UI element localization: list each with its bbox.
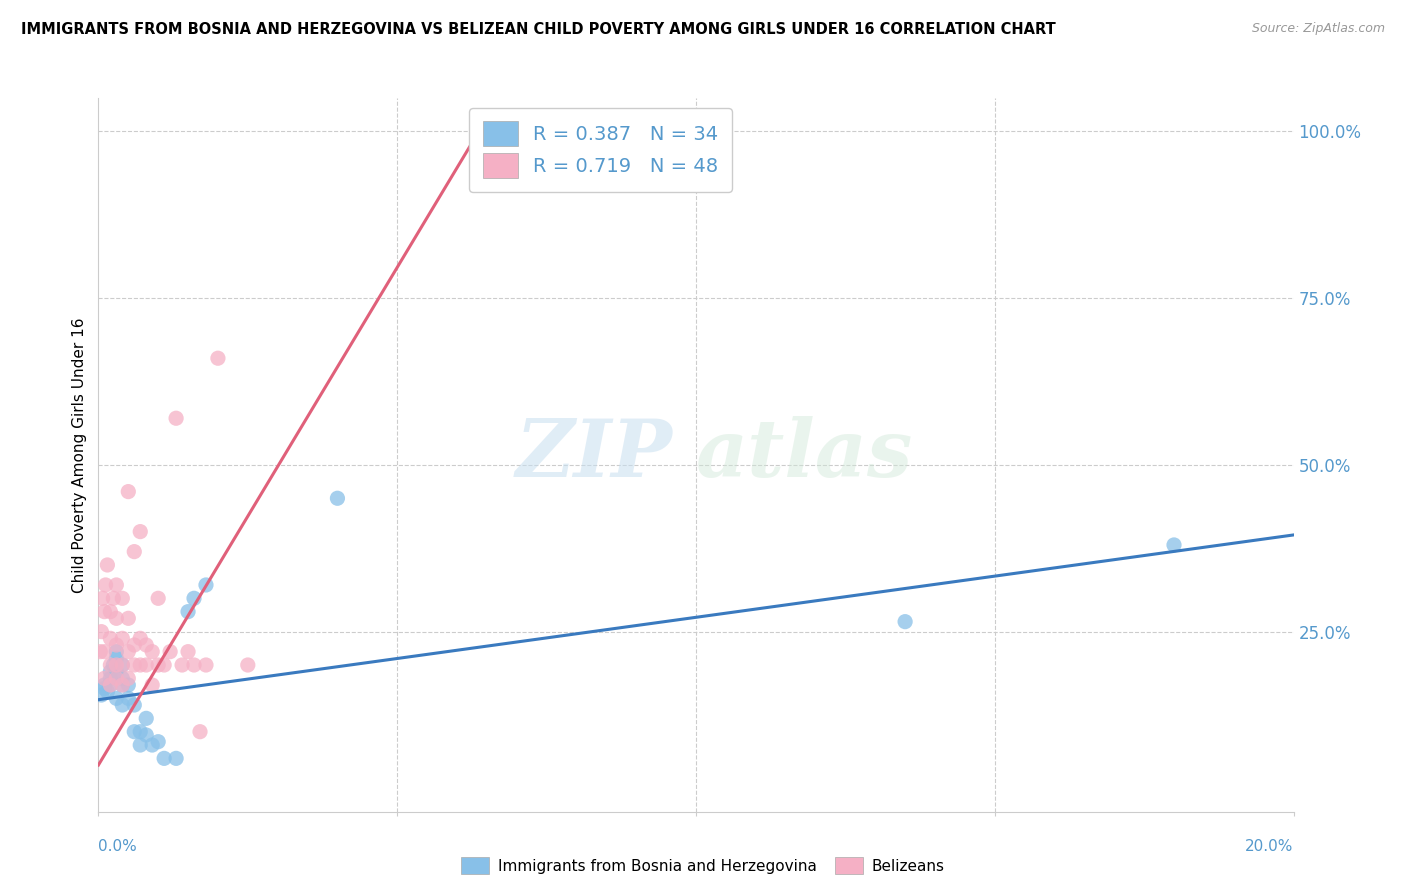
Point xyxy=(141,738,163,752)
Point xyxy=(188,724,211,739)
Point xyxy=(111,591,134,606)
Point xyxy=(135,638,157,652)
Point xyxy=(141,678,163,692)
Text: Source: ZipAtlas.com: Source: ZipAtlas.com xyxy=(1251,22,1385,36)
Point xyxy=(894,615,917,629)
Point xyxy=(100,671,122,685)
Point xyxy=(89,645,111,659)
Point xyxy=(103,658,125,673)
Point xyxy=(105,671,128,685)
Point xyxy=(111,678,134,692)
Point xyxy=(111,658,134,673)
Point xyxy=(153,658,176,673)
Point xyxy=(117,678,139,692)
Point xyxy=(159,645,181,659)
Text: 20.0%: 20.0% xyxy=(1246,839,1294,854)
Point xyxy=(93,605,115,619)
Point xyxy=(177,645,200,659)
Point xyxy=(148,591,170,606)
Point xyxy=(105,658,128,673)
Point xyxy=(183,658,205,673)
Point xyxy=(100,605,122,619)
Text: 0.0%: 0.0% xyxy=(98,839,138,854)
Text: IMMIGRANTS FROM BOSNIA AND HERZEGOVINA VS BELIZEAN CHILD POVERTY AMONG GIRLS UND: IMMIGRANTS FROM BOSNIA AND HERZEGOVINA V… xyxy=(21,22,1056,37)
Point xyxy=(165,751,187,765)
Point xyxy=(117,691,139,706)
Point xyxy=(105,638,128,652)
Point xyxy=(135,728,157,742)
Point xyxy=(105,578,128,592)
Point xyxy=(195,658,218,673)
Point xyxy=(1163,538,1185,552)
Point xyxy=(117,645,139,659)
Point xyxy=(129,632,152,646)
Point xyxy=(141,645,163,659)
Point xyxy=(111,678,134,692)
Point xyxy=(105,651,128,665)
Point xyxy=(100,678,122,692)
Point xyxy=(93,645,115,659)
Point xyxy=(100,632,122,646)
Point xyxy=(111,698,134,712)
Point xyxy=(153,751,176,765)
Y-axis label: Child Poverty Among Girls Under 16: Child Poverty Among Girls Under 16 xyxy=(72,318,87,592)
Point xyxy=(236,658,259,673)
Point xyxy=(111,658,134,673)
Point xyxy=(172,658,194,673)
Point xyxy=(111,671,134,685)
Point xyxy=(148,658,170,673)
Legend: R = 0.387   N = 34, R = 0.719   N = 48: R = 0.387 N = 34, R = 0.719 N = 48 xyxy=(470,108,731,192)
Point xyxy=(148,734,170,748)
Point xyxy=(100,658,122,673)
Point xyxy=(111,632,134,646)
Point xyxy=(117,484,139,499)
Point xyxy=(117,611,139,625)
Point xyxy=(96,684,118,698)
Point xyxy=(105,645,128,659)
Point xyxy=(93,671,115,685)
Point xyxy=(177,605,200,619)
Point xyxy=(165,411,187,425)
Point xyxy=(129,724,152,739)
Legend: Immigrants from Bosnia and Herzegovina, Belizeans: Immigrants from Bosnia and Herzegovina, … xyxy=(456,851,950,880)
Point xyxy=(124,658,146,673)
Point xyxy=(105,665,128,679)
Point xyxy=(135,711,157,725)
Point xyxy=(105,691,128,706)
Point xyxy=(117,671,139,685)
Point xyxy=(129,658,152,673)
Point xyxy=(326,491,349,506)
Point xyxy=(100,665,122,679)
Point xyxy=(94,578,117,592)
Point xyxy=(91,591,114,606)
Point xyxy=(100,678,122,692)
Point xyxy=(103,591,125,606)
Point xyxy=(183,591,205,606)
Point xyxy=(93,678,115,692)
Point xyxy=(135,658,157,673)
Point xyxy=(93,681,115,696)
Point xyxy=(124,544,146,558)
Text: atlas: atlas xyxy=(696,417,914,493)
Point xyxy=(90,688,112,702)
Point xyxy=(124,638,146,652)
Point xyxy=(96,558,118,572)
Point xyxy=(124,698,146,712)
Point xyxy=(124,724,146,739)
Point xyxy=(105,611,128,625)
Text: ZIP: ZIP xyxy=(515,417,672,493)
Point xyxy=(129,738,152,752)
Point xyxy=(90,624,112,639)
Point xyxy=(207,351,229,366)
Point xyxy=(129,524,152,539)
Point xyxy=(195,578,218,592)
